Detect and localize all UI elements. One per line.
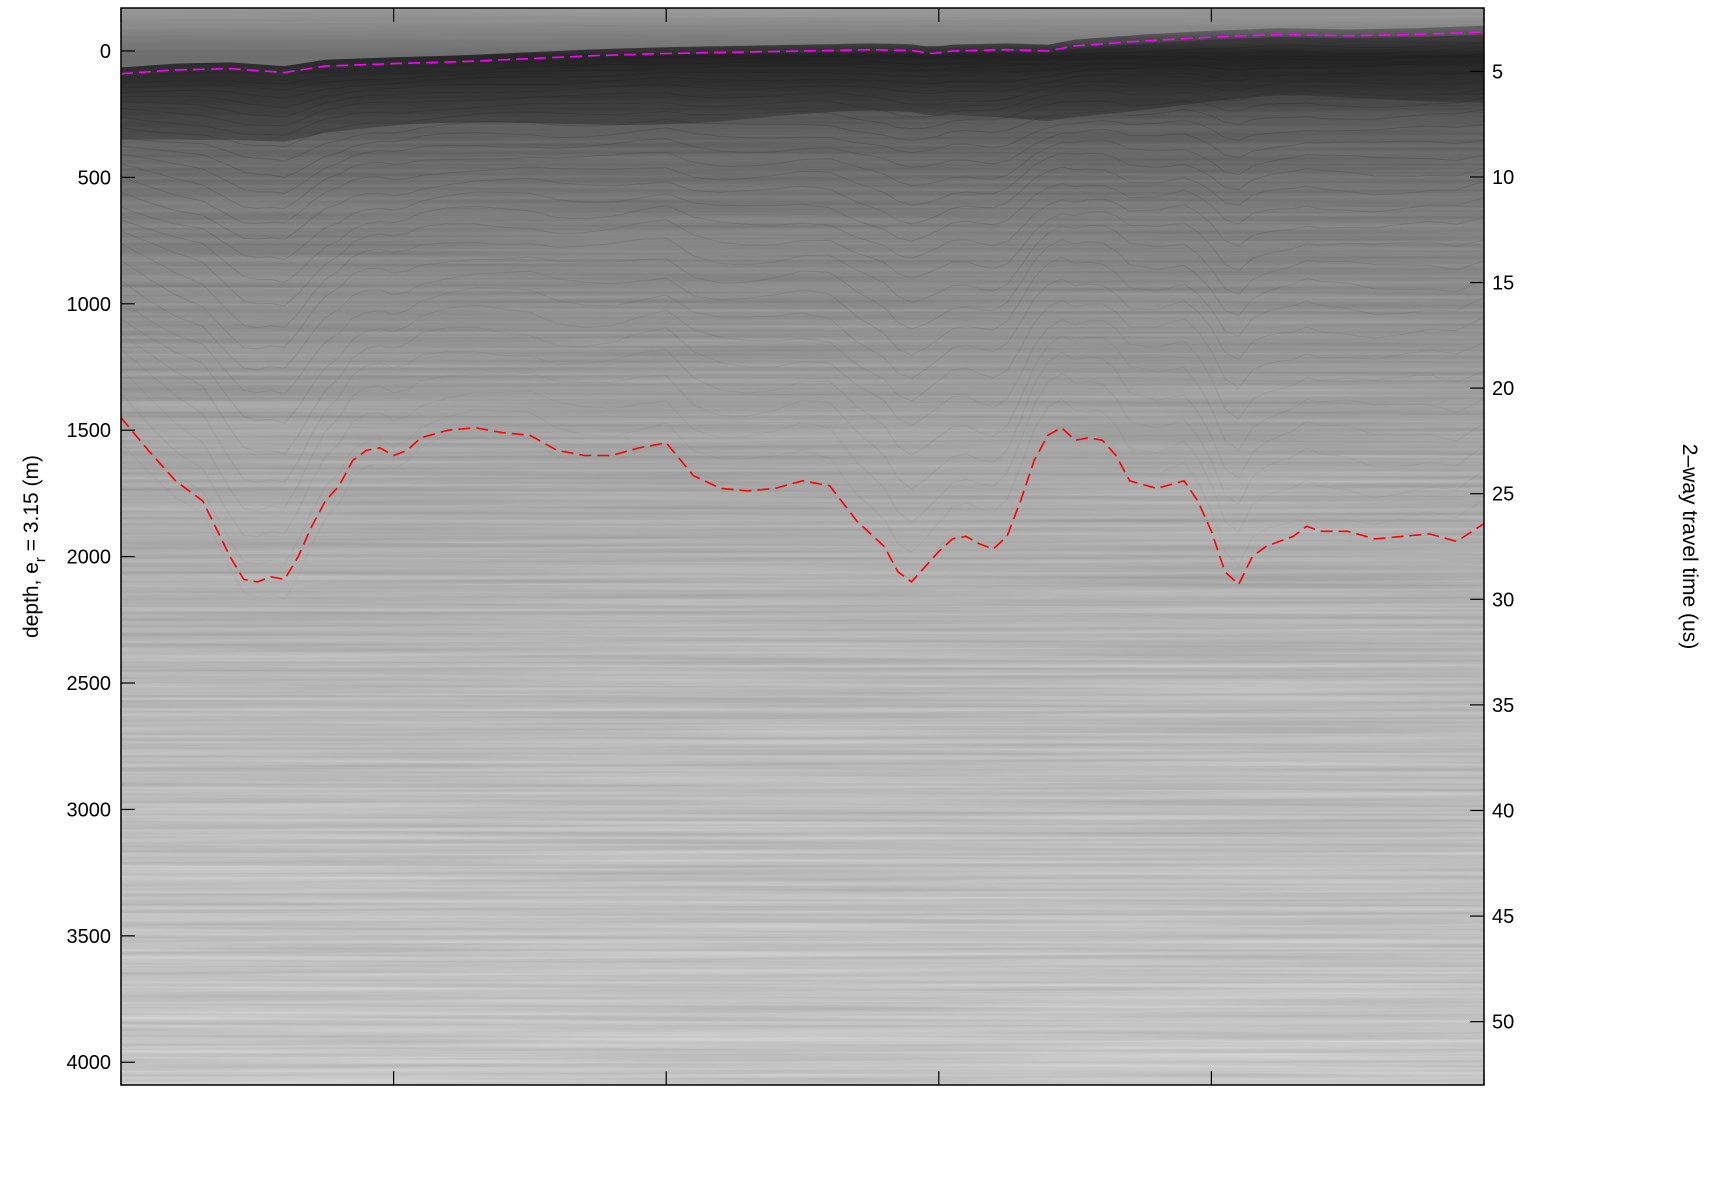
x-axis-ticks bbox=[120, 8, 1485, 1085]
internal-layer bbox=[121, 47, 1484, 91]
left-axis-ticks: 0 500 1000 1500 2000 2500 3000 3500 4000 bbox=[67, 41, 135, 1074]
radar-image-texture bbox=[121, 8, 1484, 1085]
right-tick-label: 45 bbox=[1492, 906, 1514, 928]
right-tick-label: 30 bbox=[1492, 589, 1514, 611]
internal-layer bbox=[121, 108, 1484, 162]
internal-layer bbox=[121, 97, 1484, 148]
internal-layer bbox=[121, 53, 1484, 99]
left-axis-title-subscript: r bbox=[32, 557, 49, 562]
right-tick-label: 5 bbox=[1492, 61, 1503, 83]
internal-layer bbox=[121, 278, 1484, 395]
internal-layer bbox=[121, 166, 1484, 240]
internal-layer bbox=[121, 119, 1484, 178]
left-axis-title: depth, er = 3.15 (m) bbox=[20, 455, 49, 638]
left-tick-label: 2000 bbox=[67, 547, 112, 569]
left-axis-title-prefix: depth, e bbox=[20, 562, 43, 638]
left-tick-label: 2500 bbox=[67, 673, 112, 695]
internal-layer bbox=[121, 351, 1484, 512]
internal-layer bbox=[121, 372, 1484, 538]
internal-layer bbox=[121, 224, 1484, 329]
left-tick-label: 4000 bbox=[67, 1052, 112, 1074]
internal-layer bbox=[121, 183, 1484, 261]
right-tick-label: 20 bbox=[1492, 378, 1514, 400]
internal-layer bbox=[121, 128, 1484, 195]
internal-layer bbox=[121, 239, 1484, 350]
internal-layer bbox=[121, 42, 1484, 85]
right-tick-label: 25 bbox=[1492, 484, 1514, 506]
internal-layer bbox=[121, 335, 1484, 484]
near-surface-band bbox=[121, 34, 1484, 142]
left-tick-label: 3500 bbox=[67, 926, 112, 948]
left-tick-label: 500 bbox=[78, 167, 111, 189]
right-tick-label: 10 bbox=[1492, 167, 1514, 189]
picked-horizons bbox=[121, 31, 1484, 586]
left-tick-label: 1000 bbox=[67, 294, 112, 316]
left-tick-label: 1500 bbox=[67, 420, 112, 442]
internal-layer bbox=[121, 257, 1484, 371]
internal-layer bbox=[121, 152, 1484, 225]
surface-pick-line bbox=[121, 31, 1484, 75]
left-tick-label: 3000 bbox=[67, 799, 112, 821]
radar-image bbox=[121, 8, 1484, 1085]
right-tick-label: 40 bbox=[1492, 800, 1514, 822]
internal-layer bbox=[121, 210, 1484, 307]
internal-layer bbox=[121, 71, 1484, 118]
right-axis-ticks: 5 10 15 20 25 30 35 40 45 50 bbox=[1470, 61, 1514, 1034]
left-axis-title-suffix: = 3.15 (m) bbox=[20, 455, 43, 557]
right-tick-label: 35 bbox=[1492, 695, 1514, 717]
right-tick-label: 15 bbox=[1492, 273, 1514, 295]
internal-layer bbox=[121, 80, 1484, 127]
bed-pick-line bbox=[121, 417, 1484, 586]
internal-layer bbox=[121, 300, 1484, 424]
internal-layer bbox=[121, 139, 1484, 209]
plot-frame bbox=[120, 7, 1485, 1086]
left-tick-label: 0 bbox=[100, 41, 111, 63]
internal-layer bbox=[121, 198, 1484, 284]
air-layer bbox=[121, 8, 1484, 68]
internal-layer bbox=[121, 318, 1484, 455]
internal-layers bbox=[121, 8, 1484, 538]
internal-layer bbox=[121, 88, 1484, 136]
internal-layer bbox=[121, 62, 1484, 109]
right-axis-title: 2–way travel time (us) bbox=[1678, 444, 1701, 649]
right-tick-label: 50 bbox=[1492, 1012, 1514, 1034]
